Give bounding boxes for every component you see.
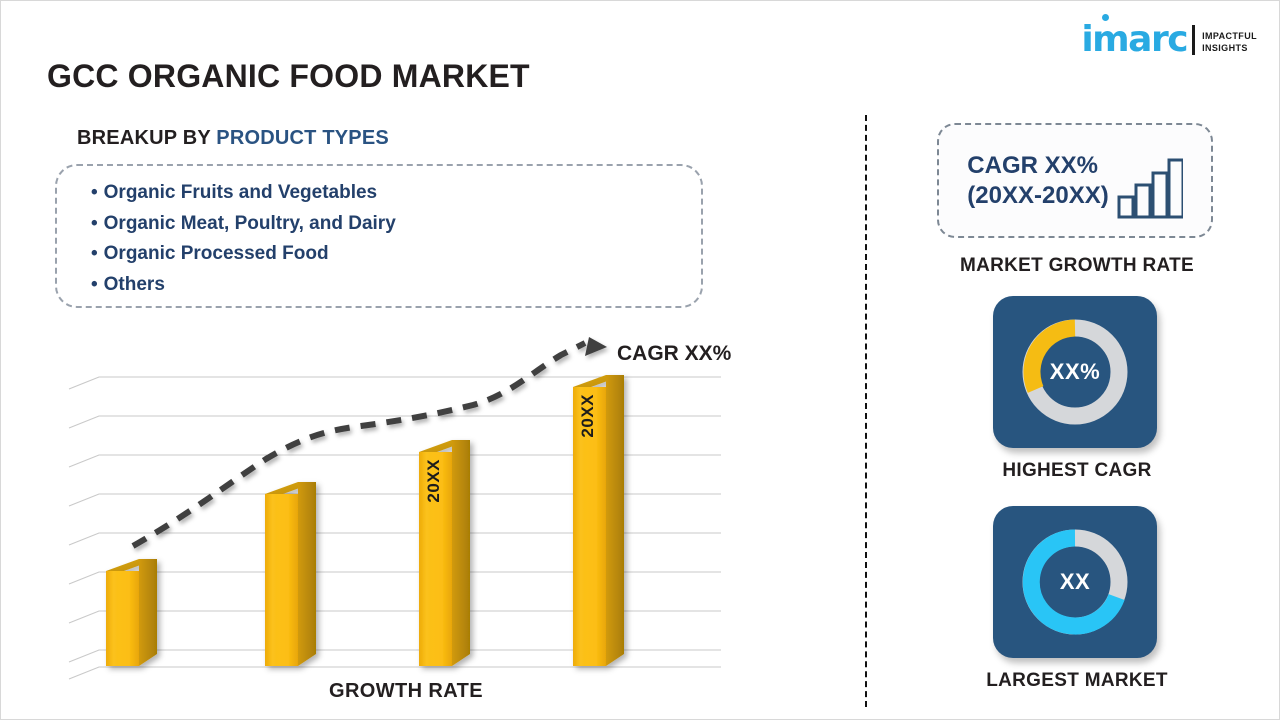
market-growth-rate-box: CAGR XX% (20XX-20XX) [937, 123, 1213, 238]
subtitle-accent: PRODUCT TYPES [216, 127, 389, 149]
chart-x-axis-label: GROWTH RATE [328, 680, 483, 702]
section-subtitle: BREAKUP BY PRODUCT TYPES [77, 127, 389, 150]
bullet-icon: • [91, 243, 98, 264]
list-item: • Organic Processed Food [91, 239, 701, 270]
list-item-label: Organic Meat, Poultry, and Dairy [103, 212, 396, 234]
logo-dot-icon [1102, 14, 1110, 21]
bar-2 [265, 482, 316, 666]
largest-market-caption: LARGEST MARKET [986, 670, 1168, 691]
highest-cagr-caption: HIGHEST CAGR [1002, 460, 1152, 481]
cagr-line-2: (20XX-20XX) [967, 181, 1109, 209]
panel-divider [865, 115, 867, 707]
list-item: • Others [91, 270, 701, 301]
largest-market-value: XX [1059, 569, 1091, 594]
highest-cagr-value: XX% [1049, 359, 1101, 384]
bullet-icon: • [91, 212, 98, 234]
logo-wordmark: imarc [1081, 14, 1189, 58]
bar-4 [573, 375, 624, 666]
list-item-label: Organic Processed Food [103, 243, 329, 264]
logo-tagline-line2: INSIGHTS [1202, 43, 1248, 53]
market-growth-rate-caption: MARKET GROWTH RATE [959, 255, 1195, 276]
list-item-label: Others [103, 273, 165, 295]
bar-3 [419, 440, 470, 666]
bullet-icon: • [91, 273, 98, 295]
bar-3-label: 20XX [424, 459, 443, 503]
donut-chart-largest-market [1022, 529, 1128, 635]
list-item: • Organic Fruits and Vegetables [91, 178, 701, 209]
list-item-label: Organic Fruits and Vegetables [103, 182, 378, 203]
imarc-logo: imarc IMPACTFUL INSIGHTS [1081, 14, 1257, 58]
logo-tagline: IMPACTFUL INSIGHTS [1202, 30, 1257, 54]
bar-1 [106, 559, 157, 666]
chart-gridlines [68, 376, 721, 680]
bullet-icon: • [91, 182, 98, 203]
logo-divider-rule [1192, 25, 1196, 55]
product-types-box: • Organic Fruits and Vegetables • Organic … [55, 164, 703, 308]
logo-wordmark-text: imarc [1081, 19, 1188, 60]
bar-4-label: 20XX [578, 394, 597, 438]
cagr-line-1: CAGR XX% [967, 151, 1098, 179]
list-item: • Organic Meat, Poultry, and Dairy [91, 209, 701, 240]
subtitle-prefix: BREAKUP BY [77, 127, 217, 149]
bar-chart-icon [1117, 158, 1183, 218]
growth-rate-bar-chart: 20XX 20XX CAGR XX% GROWTH RATE [61, 331, 751, 711]
chart-canvas [68, 337, 721, 680]
page-title: GCC ORGANIC FOOD MARKET [47, 58, 530, 94]
highest-cagr-tile: XX% [993, 296, 1157, 448]
largest-market-tile: XX [993, 506, 1157, 658]
logo-tagline-line1: IMPACTFUL [1202, 31, 1257, 41]
chart-cagr-annotation: CAGR XX% [617, 342, 732, 365]
cagr-value-text: CAGR XX% (20XX-20XX) [967, 151, 1108, 211]
trend-line [131, 337, 607, 549]
donut-chart-highest-cagr [1022, 319, 1128, 425]
